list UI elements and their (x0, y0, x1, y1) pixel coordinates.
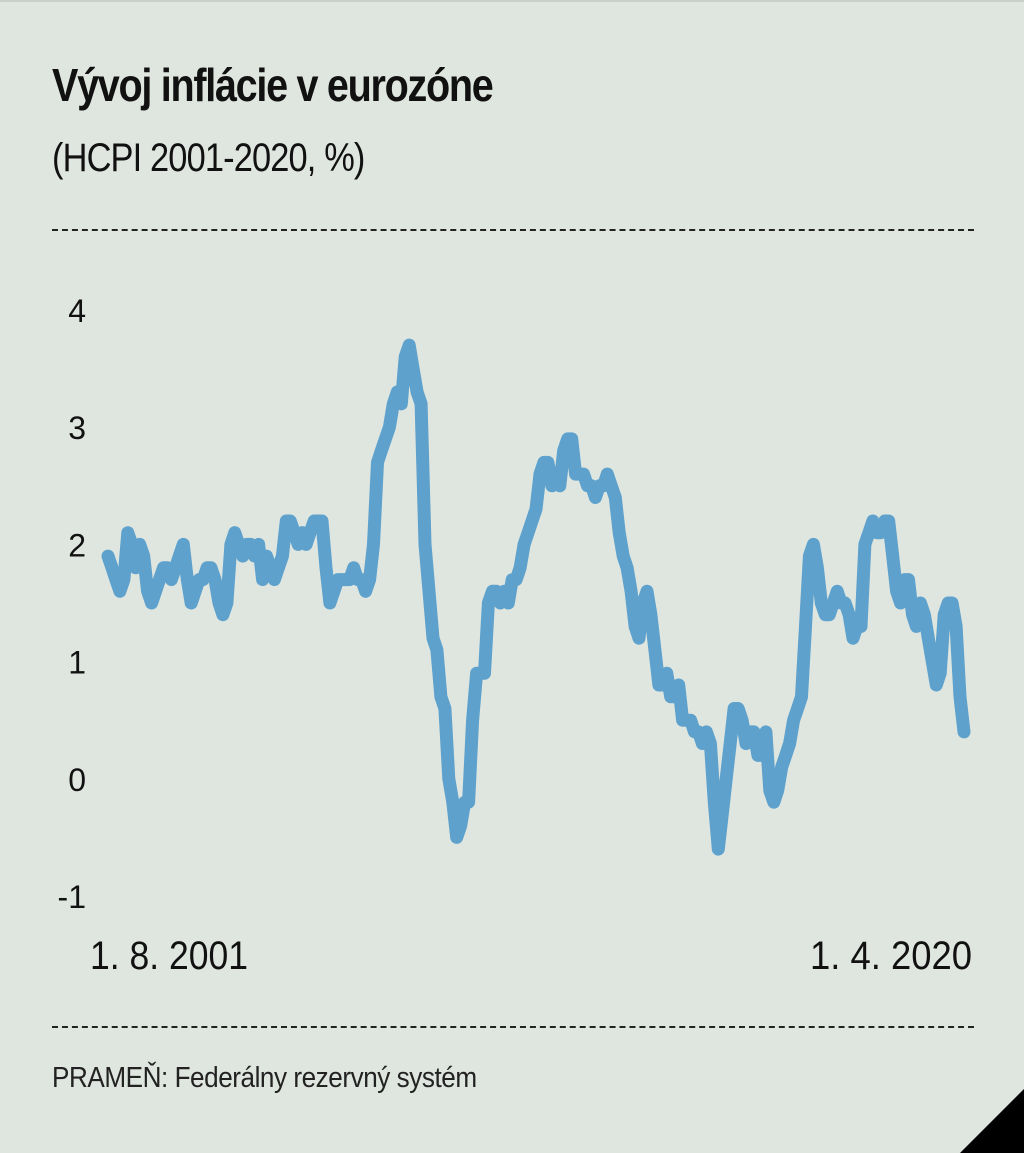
series-group (101, 338, 971, 856)
x-axis: 1. 8. 2001 1. 4. 2020 (90, 934, 972, 978)
bottom-dashed-divider (52, 1026, 974, 1028)
corner-triangle-decoration (960, 1089, 1024, 1153)
x-end-label: 1. 4. 2020 (810, 934, 972, 978)
source-note: PRAMEŇ: Federálny rezervný systém (52, 1062, 477, 1094)
line-chart: 4 3 2 1 0 -1 1. 8. 2001 1. 4. 2020 (58, 293, 972, 978)
x-start-label: 1. 8. 2001 (90, 934, 248, 978)
top-dashed-divider (52, 229, 974, 231)
y-tick-label: 2 (68, 527, 86, 563)
y-tick-label: -1 (58, 879, 86, 915)
y-axis: 4 3 2 1 0 -1 (58, 293, 86, 915)
y-tick-label: 3 (68, 410, 86, 446)
series-line (101, 338, 971, 856)
y-tick-label: 1 (68, 645, 86, 681)
chart-title: Vývoj inflácie v eurozóne (52, 59, 494, 111)
y-tick-label: 4 (68, 293, 86, 329)
chart-subtitle: (HCPI 2001-2020, %) (52, 136, 365, 180)
y-tick-label: 0 (68, 762, 86, 798)
